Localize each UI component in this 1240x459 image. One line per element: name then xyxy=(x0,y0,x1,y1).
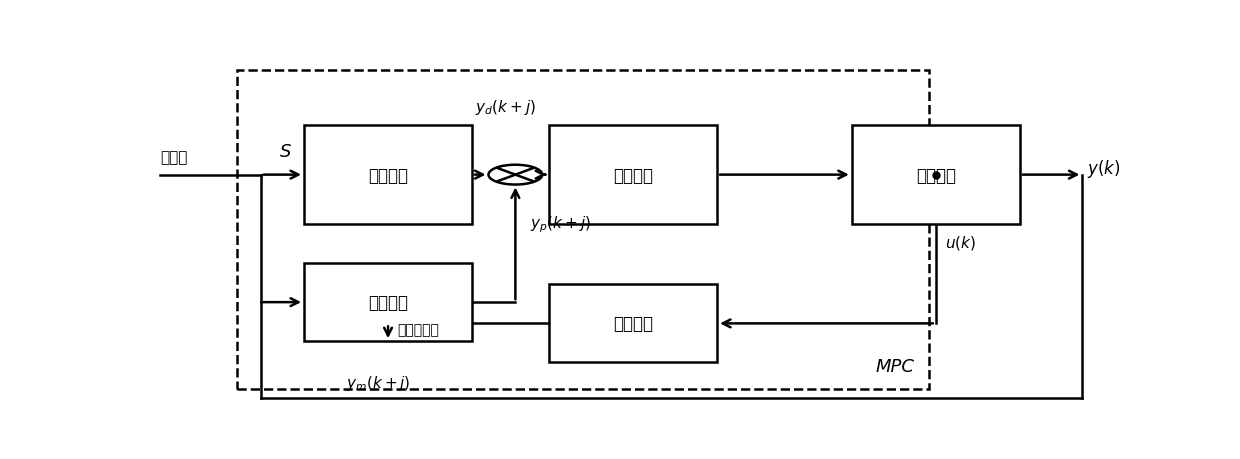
Text: 设定値: 设定値 xyxy=(160,150,187,165)
Bar xyxy=(549,285,717,363)
Text: 参考轨迹: 参考轨迹 xyxy=(368,166,408,184)
Bar xyxy=(304,263,472,341)
Circle shape xyxy=(489,165,542,185)
Text: $u(k)$: $u(k)$ xyxy=(945,234,976,252)
Text: 滚动优化: 滚动优化 xyxy=(613,166,653,184)
Text: MPC: MPC xyxy=(875,357,914,375)
Bar xyxy=(304,126,472,225)
Text: $y(k)$: $y(k)$ xyxy=(1087,157,1121,179)
Bar xyxy=(549,126,717,225)
Text: 模型预测値: 模型预测値 xyxy=(398,322,439,336)
Bar xyxy=(237,71,929,389)
Text: $y_d(k+j)$: $y_d(k+j)$ xyxy=(475,98,536,117)
Text: $y_m(k+j)$: $y_m(k+j)$ xyxy=(346,373,410,392)
Text: 预测模型: 预测模型 xyxy=(613,315,653,333)
Bar xyxy=(852,126,1019,225)
Text: S: S xyxy=(280,143,291,161)
Text: 被控对象: 被控对象 xyxy=(916,166,956,184)
Text: $y_p(k+j)$: $y_p(k+j)$ xyxy=(529,214,590,235)
Text: 在线校正: 在线校正 xyxy=(368,293,408,312)
